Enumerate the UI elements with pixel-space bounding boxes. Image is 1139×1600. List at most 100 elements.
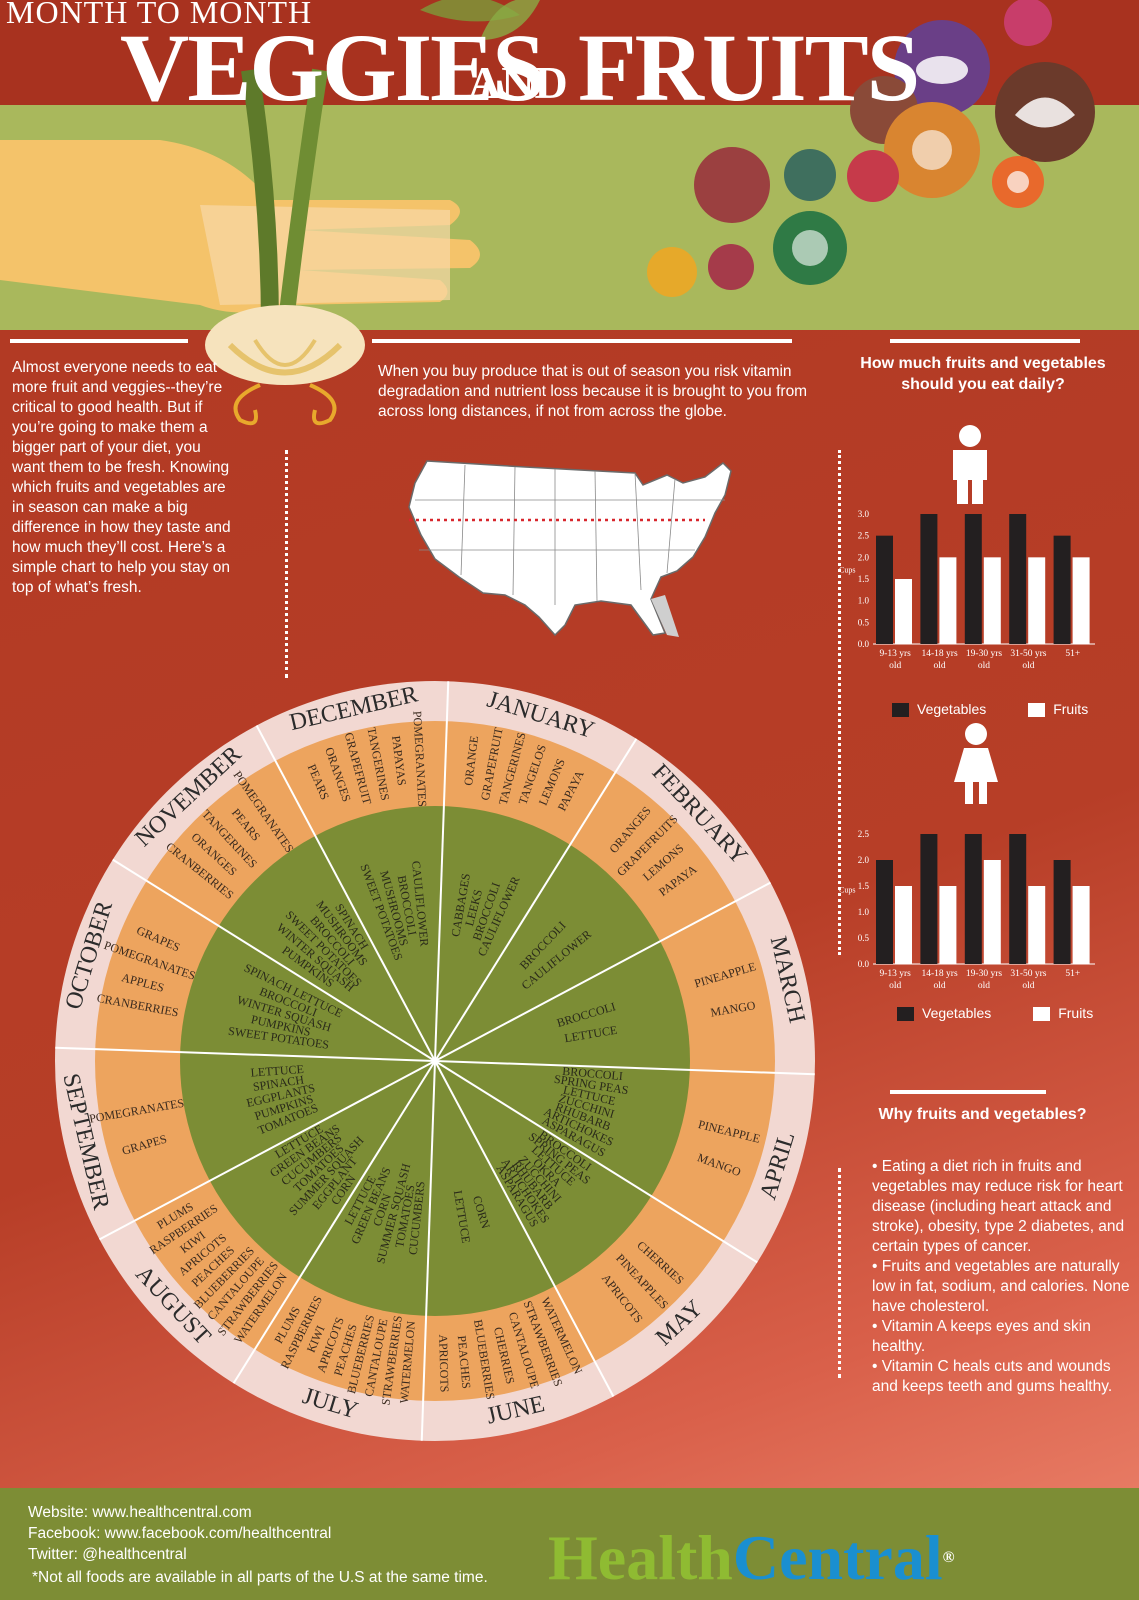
x-tick-label: old <box>1022 661 1034 671</box>
y-tick-label: 1.5 <box>858 881 870 891</box>
title-fruits: FRUITS <box>578 14 920 121</box>
x-tick-label: 14-18 yrs <box>922 969 958 979</box>
bar-fruits <box>895 579 912 644</box>
male-bar-chart: 0.0 0.5 1.0 1.5 2.0 2.5 3.0 Cups 9-13 yrs old 14-1… <box>839 509 1095 671</box>
banana-icon <box>647 247 697 297</box>
x-tick-label: 9-13 yrs <box>879 969 911 979</box>
grapes-icon <box>694 147 770 223</box>
y-tick-label: 3.0 <box>858 509 870 519</box>
legend-label-fruits: Fruits <box>1058 1005 1094 1021</box>
wheel-fruit-label: POMEGRANATES <box>410 711 429 808</box>
footer-contact: Website: www.healthcentral.com Facebook:… <box>28 1502 488 1588</box>
wheel-divider <box>434 881 771 1062</box>
wheel-divider <box>55 1046 436 1062</box>
x-tick-label: 14-18 yrs <box>922 649 958 659</box>
legend-female: Vegetables Fruits <box>897 1005 1094 1022</box>
footer-facebook[interactable]: Facebook: www.facebook.com/healthcentral <box>28 1525 332 1542</box>
footer-band <box>0 1488 1139 1600</box>
bar-fruits <box>895 886 912 964</box>
why-bullet: • Vitamin C heals cuts and wounds and ke… <box>872 1358 1113 1395</box>
y-axis-label: Cups <box>839 566 855 575</box>
wheel-divider <box>420 1060 436 1441</box>
dotted-divider <box>285 450 288 678</box>
wheel-divider <box>434 1060 758 1264</box>
bar-fruits <box>1028 886 1046 964</box>
x-tick-label: 19-30 yrs <box>966 969 1002 979</box>
legend-swatch-vegetables <box>892 703 909 718</box>
strawberry-icon <box>708 244 754 290</box>
bar-vegetables <box>920 514 938 644</box>
bar-fruits <box>983 557 1001 644</box>
legend-label-vegetables: Vegetables <box>922 1005 992 1021</box>
bar-vegetables <box>1053 535 1071 644</box>
legend-swatch-fruits <box>1028 703 1046 718</box>
x-tick-label: 19-30 yrs <box>966 649 1002 659</box>
title-month-to-month: MONTH TO MONTH <box>6 0 313 30</box>
why-bullet: • Eating a diet rich in fruits and veget… <box>872 1158 1125 1255</box>
wheel-veg-label: BROCCOLI <box>562 1064 624 1083</box>
legend-swatch-fruits <box>1033 1007 1051 1022</box>
footer-website[interactable]: Website: www.healthcentral.com <box>28 1504 252 1521</box>
daily-chart-title: How much fruits and vegetables should yo… <box>848 353 1118 395</box>
x-tick-label: 51+ <box>1065 969 1080 979</box>
wheel-divider <box>112 858 436 1062</box>
divider <box>10 339 188 343</box>
y-tick-label: 0.0 <box>858 639 870 649</box>
why-list: • Eating a diet rich in fruits and veget… <box>872 1157 1134 1397</box>
bar-vegetables <box>876 860 893 964</box>
wheel-fruit-label: ORANGE <box>461 735 481 786</box>
intro-text: Almost everyone needs to eat more fruit … <box>12 359 231 596</box>
logo-health: Health <box>548 1522 733 1593</box>
beet-icon <box>1004 0 1052 46</box>
x-tick-label: 9-13 yrs <box>879 649 911 659</box>
x-tick-label: 51+ <box>1065 649 1080 659</box>
x-tick-label: old <box>978 981 990 991</box>
dotted-divider <box>838 1168 841 1378</box>
y-tick-label: 0.5 <box>858 617 870 627</box>
male-icon <box>953 425 987 504</box>
why-bullet: • Vitamin A keeps eyes and skin healthy. <box>872 1318 1091 1355</box>
x-tick-label: old <box>1022 981 1034 991</box>
wheel-divider <box>434 738 638 1062</box>
title-veggies: VEGGIES <box>120 14 545 121</box>
x-tick-label: old <box>934 981 946 991</box>
bar-vegetables <box>1009 834 1027 964</box>
bar-fruits <box>939 557 957 644</box>
bar-fruits <box>1072 886 1090 964</box>
us-map-shape <box>408 460 732 637</box>
bar-vegetables <box>1053 860 1071 964</box>
bar-fruits <box>1028 557 1046 644</box>
wheel-divider <box>99 1060 436 1241</box>
y-tick-label: 1.5 <box>858 574 870 584</box>
wheel-divider <box>434 681 450 1062</box>
leaf-icon <box>480 0 540 40</box>
onion-icon <box>205 305 365 385</box>
bar-fruits <box>1072 557 1090 644</box>
bar-fruits <box>939 886 957 964</box>
divider <box>372 339 792 343</box>
footer-note: *Not all foods are available in all part… <box>32 1569 488 1586</box>
legend-label-vegetables: Vegetables <box>917 701 987 717</box>
wheel-divider <box>232 1060 436 1384</box>
footer-twitter[interactable]: Twitter: @healthcentral <box>28 1546 187 1563</box>
out-of-season-text: When you buy produce that is out of seas… <box>378 363 808 420</box>
legend-label-fruits: Fruits <box>1053 701 1089 717</box>
title-and: AND <box>468 57 568 108</box>
wheel-fruit-label: PAPAYAS <box>389 735 409 786</box>
dotted-divider <box>838 450 841 955</box>
logo-registered-mark: ® <box>942 1549 955 1566</box>
seasonal-wheel: JANUARYORANGEGRAPEFRUITTANGERINESTANGELO… <box>55 681 815 1441</box>
y-tick-label: 2.5 <box>858 829 870 839</box>
y-tick-label: 0.0 <box>858 959 870 969</box>
daily-chart-title-line1: How much fruits and vegetables <box>860 355 1106 372</box>
x-tick-label: 31-50 yrs <box>1010 969 1046 979</box>
x-tick-label: old <box>889 661 901 671</box>
y-tick-label: 1.0 <box>858 907 870 917</box>
female-icon <box>954 723 998 804</box>
header-illustration <box>0 0 1095 426</box>
y-tick-label: 1.0 <box>858 596 870 606</box>
wheel-fruit-label: PEACHES <box>455 1335 474 1389</box>
legend-male: Vegetables Fruits <box>892 701 1089 718</box>
x-tick-label: 31-50 yrs <box>1010 649 1046 659</box>
y-tick-label: 2.5 <box>858 531 870 541</box>
